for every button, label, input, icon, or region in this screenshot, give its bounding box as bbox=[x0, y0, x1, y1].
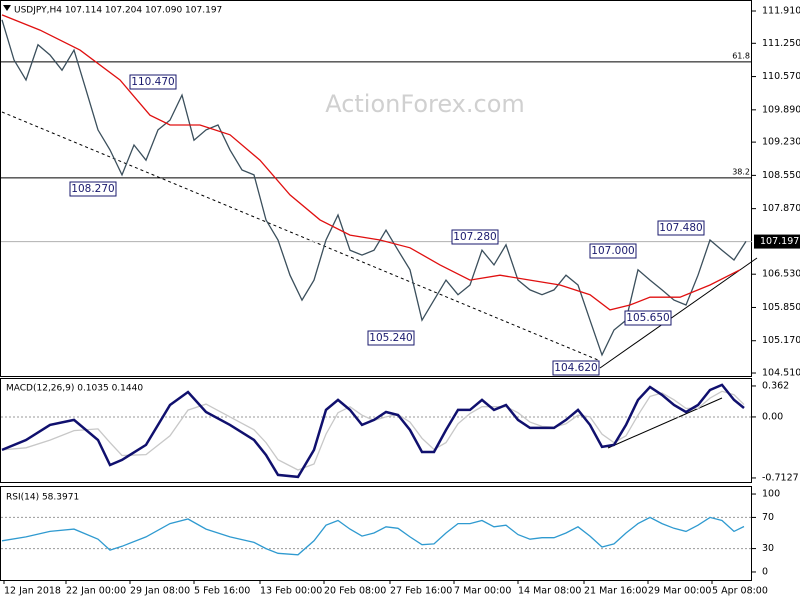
level-label: 38.2 bbox=[732, 167, 750, 176]
price-annotation-box bbox=[552, 360, 600, 376]
x-tick-label: 7 Mar 00:00 bbox=[454, 586, 511, 597]
x-tick-label: 22 Jan 00:00 bbox=[66, 586, 126, 597]
watermark: ActionForex.com bbox=[325, 90, 525, 118]
menu-icon bbox=[3, 5, 11, 11]
x-tick-label: 29 Mar 00:00 bbox=[648, 586, 711, 597]
price-annotation: 110.470 bbox=[131, 76, 174, 88]
price-annotation: 107.480 bbox=[659, 222, 702, 234]
y-tick-label: 110.570 bbox=[762, 71, 800, 82]
y-tick-label: 105.850 bbox=[762, 302, 800, 313]
x-tick-label: 12 Jan 2018 bbox=[4, 586, 61, 597]
series-line bbox=[1, 14, 741, 311]
panel-title: MACD(12,26,9) 0.1035 0.1440 bbox=[6, 384, 143, 394]
x-tick-label: 21 Mar 16:00 bbox=[584, 586, 647, 597]
price-annotation-box bbox=[589, 243, 637, 259]
y-tick-label: 104.510 bbox=[762, 368, 800, 379]
trend-line bbox=[599, 257, 758, 369]
last-price-label: 107.197 bbox=[760, 236, 799, 247]
y-tick-label: 0.362 bbox=[762, 380, 789, 391]
y-tick-label: 109.230 bbox=[762, 137, 800, 148]
level-label: 61.8 bbox=[732, 51, 750, 60]
price-panel bbox=[0, 0, 752, 377]
price-annotation-box bbox=[624, 310, 672, 326]
price-annotation-box bbox=[367, 330, 415, 346]
trend-line bbox=[607, 397, 723, 449]
x-tick-label: 27 Feb 16:00 bbox=[390, 586, 452, 597]
y-tick-label: 0 bbox=[762, 566, 768, 577]
y-tick-label: 0.00 bbox=[762, 411, 783, 422]
y-tick-label: 106.530 bbox=[762, 269, 800, 280]
price-annotation-box bbox=[69, 181, 117, 197]
price-annotation: 107.280 bbox=[453, 231, 496, 243]
price-annotation: 105.650 bbox=[626, 312, 669, 324]
series-line bbox=[1, 19, 747, 357]
y-tick-label: 111.250 bbox=[762, 38, 800, 49]
price-annotation-box bbox=[657, 220, 705, 236]
price-annotation: 104.620 bbox=[554, 362, 597, 374]
y-tick-label: 105.170 bbox=[762, 335, 800, 346]
price-annotation-box bbox=[451, 229, 499, 245]
y-tick-label: 70 bbox=[762, 512, 774, 523]
x-tick-label: 14 Mar 08:00 bbox=[518, 586, 581, 597]
x-tick-label: 13 Feb 00:00 bbox=[260, 586, 322, 597]
x-tick-label: 20 Feb 08:00 bbox=[324, 586, 386, 597]
rsi-panel bbox=[0, 486, 752, 581]
y-tick-label: -0.7127 bbox=[762, 472, 799, 483]
y-tick-label: 107.870 bbox=[762, 203, 800, 214]
price-annotation: 105.240 bbox=[369, 332, 412, 344]
x-tick-label: 5 Feb 16:00 bbox=[194, 586, 250, 597]
price-annotation: 107.000 bbox=[591, 245, 634, 257]
series-line bbox=[1, 516, 745, 556]
y-tick-label: 111.910 bbox=[762, 6, 800, 17]
last-price-box bbox=[754, 234, 800, 249]
price-annotation: 108.270 bbox=[71, 183, 114, 195]
y-tick-label: 108.550 bbox=[762, 170, 800, 181]
y-tick-label: 109.890 bbox=[762, 104, 800, 115]
panel-title: USDJPY,H4 107.114 107.204 107.090 107.19… bbox=[14, 6, 222, 16]
x-tick-label: 29 Jan 08:00 bbox=[130, 586, 190, 597]
series-line bbox=[1, 383, 745, 479]
y-tick-label: 30 bbox=[762, 543, 774, 554]
y-tick-label: 100 bbox=[762, 489, 780, 500]
panel-title: RSI(14) 58.3971 bbox=[6, 493, 79, 503]
price-annotation-box bbox=[129, 74, 177, 90]
x-tick-label: 5 Apr 08:00 bbox=[712, 586, 768, 597]
macd-panel bbox=[0, 378, 752, 483]
